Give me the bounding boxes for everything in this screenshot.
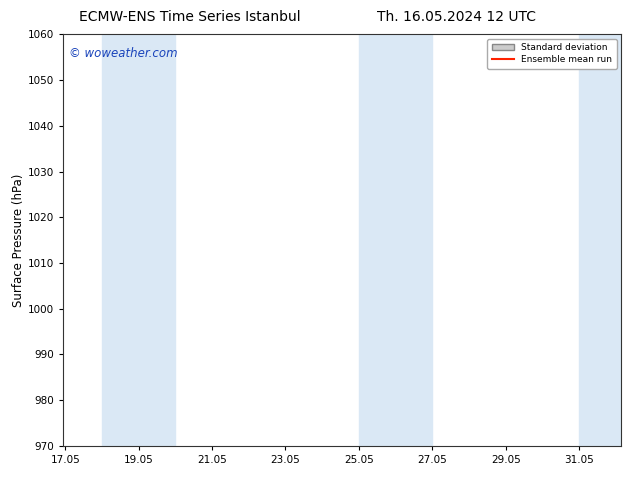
Bar [359,34,432,446]
Legend: Standard deviation, Ensemble mean run: Standard deviation, Ensemble mean run [487,39,617,69]
Text: ECMW-ENS Time Series Istanbul: ECMW-ENS Time Series Istanbul [79,10,301,24]
Bar [579,34,632,446]
Y-axis label: Surface Pressure (hPa): Surface Pressure (hPa) [12,173,25,307]
Text: © woweather.com: © woweather.com [69,47,178,60]
Bar [102,34,176,446]
Text: Th. 16.05.2024 12 UTC: Th. 16.05.2024 12 UTC [377,10,536,24]
